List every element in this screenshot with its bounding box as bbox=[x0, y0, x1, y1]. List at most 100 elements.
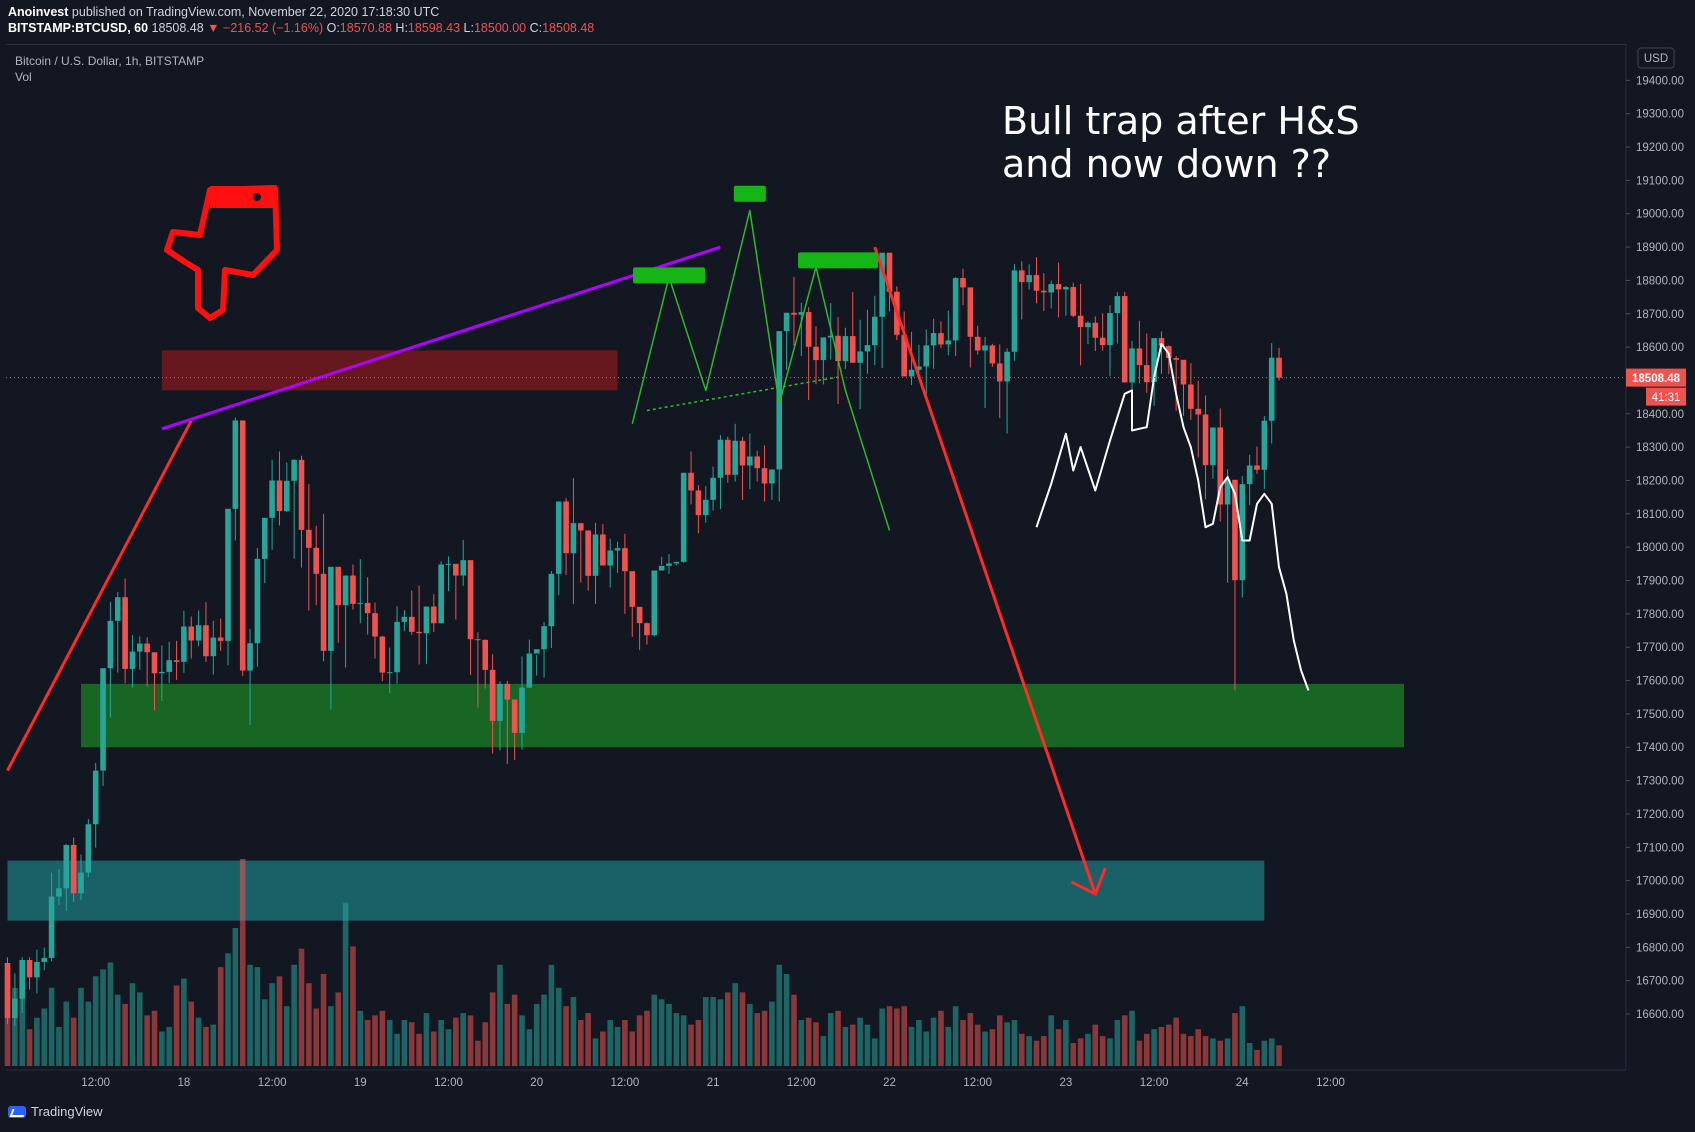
volume-bar bbox=[306, 983, 312, 1066]
volume-bar bbox=[350, 946, 356, 1066]
volume-bar bbox=[364, 1020, 371, 1066]
candle-body bbox=[394, 621, 400, 673]
candle-body bbox=[563, 501, 569, 554]
candle-body bbox=[622, 548, 628, 572]
candle-body bbox=[702, 499, 709, 516]
price-axis: 16600.00 16700.00 16800.00 16900.00 17000.00… bbox=[1625, 44, 1686, 1070]
candle-body bbox=[489, 669, 496, 721]
volume-bar bbox=[967, 1013, 974, 1066]
candle-body bbox=[386, 672, 393, 674]
volume-bar bbox=[607, 1020, 613, 1066]
volume-bar bbox=[901, 1006, 907, 1066]
time-tick-label: 22 bbox=[883, 1077, 896, 1089]
candle-body bbox=[335, 566, 342, 606]
candle-body bbox=[276, 480, 283, 512]
volume-bar bbox=[482, 1022, 489, 1066]
volume-bar bbox=[445, 1029, 452, 1066]
volume-bar bbox=[1261, 1040, 1268, 1066]
price-tick-label: 18800.00 bbox=[1636, 275, 1684, 287]
volume-bar bbox=[276, 976, 283, 1066]
volume-bar bbox=[357, 1010, 364, 1066]
candle-body bbox=[578, 523, 584, 531]
price-tick-label: 17800.00 bbox=[1636, 609, 1684, 621]
candle-body bbox=[1224, 479, 1231, 505]
volume-bar bbox=[732, 983, 738, 1066]
volume-bar bbox=[555, 987, 562, 1066]
volume-bar bbox=[1092, 1024, 1099, 1066]
price-tick-label: 17600.00 bbox=[1636, 676, 1684, 688]
price-tick-label: 19400.00 bbox=[1636, 75, 1684, 87]
candle-body bbox=[695, 490, 702, 516]
volume-bar bbox=[688, 1024, 694, 1066]
volume-bar bbox=[70, 1017, 77, 1066]
volume-bar bbox=[996, 1015, 1003, 1066]
hand-cuff-hole bbox=[253, 193, 261, 201]
volume-bar bbox=[548, 964, 555, 1066]
tradingview-logo-icon bbox=[8, 1105, 26, 1118]
volume-bar bbox=[702, 997, 709, 1066]
candle-body bbox=[401, 616, 408, 622]
volume-bar bbox=[107, 962, 114, 1066]
rising-purple-line bbox=[161, 245, 721, 431]
time-tick-label: 18 bbox=[178, 1077, 191, 1089]
volume-bar bbox=[651, 994, 658, 1066]
candle-body bbox=[555, 501, 562, 574]
candle-body bbox=[70, 844, 77, 894]
low-label: L: bbox=[463, 21, 474, 35]
candle-body bbox=[460, 560, 466, 576]
candle-body bbox=[769, 469, 775, 484]
annotation-line-2: and now down ?? bbox=[1002, 142, 1332, 186]
price-tick-label: 18600.00 bbox=[1636, 342, 1684, 354]
candle-body bbox=[416, 631, 422, 634]
price-tick-label: 18900.00 bbox=[1636, 242, 1684, 254]
volume-bar bbox=[261, 999, 268, 1066]
candle-body bbox=[364, 602, 371, 614]
candle-body bbox=[1121, 296, 1128, 383]
volume-bar bbox=[533, 1003, 540, 1066]
volume-bar bbox=[239, 859, 246, 1066]
candle-body bbox=[783, 312, 790, 332]
candle-body bbox=[357, 602, 364, 604]
candle-body bbox=[1063, 287, 1069, 290]
candle-body bbox=[1246, 465, 1253, 485]
candle-body bbox=[291, 459, 297, 481]
candle-body bbox=[1004, 351, 1010, 382]
volume-bar bbox=[842, 1026, 849, 1066]
candle-body bbox=[938, 333, 944, 345]
candle-body bbox=[350, 575, 356, 604]
volume-bar bbox=[1188, 1036, 1194, 1066]
candle-body bbox=[129, 651, 136, 669]
volume-bar bbox=[166, 1026, 172, 1066]
candle-body bbox=[996, 363, 1003, 382]
price-tick-label: 19100.00 bbox=[1636, 175, 1684, 187]
candle-body bbox=[967, 287, 974, 337]
candle-body bbox=[974, 336, 981, 351]
candle-body bbox=[636, 606, 643, 624]
volume-bar bbox=[783, 974, 790, 1066]
volume-bar bbox=[1129, 1010, 1135, 1066]
candle-body bbox=[886, 252, 893, 292]
volume-bar bbox=[298, 948, 305, 1066]
publisher-name[interactable]: Anoinvest bbox=[8, 5, 69, 19]
volume-bar bbox=[761, 1010, 768, 1066]
candle-body bbox=[842, 336, 849, 362]
price-tick-label: 18300.00 bbox=[1636, 442, 1684, 454]
candle-body bbox=[952, 278, 959, 341]
tradingview-branding[interactable]: TradingView bbox=[8, 1104, 103, 1119]
volume-bar bbox=[636, 1015, 643, 1066]
candle-body bbox=[122, 597, 128, 669]
volume-bar bbox=[820, 1036, 827, 1066]
price-tick-label: 17100.00 bbox=[1636, 842, 1684, 854]
candle-body bbox=[541, 626, 547, 650]
candle-body bbox=[137, 643, 143, 652]
candle-body bbox=[644, 623, 650, 636]
volume-bar bbox=[1033, 1040, 1040, 1066]
volume-bar bbox=[335, 992, 342, 1066]
candle-body bbox=[431, 606, 437, 624]
volume-bar bbox=[423, 1013, 430, 1066]
volume-bar bbox=[1246, 1043, 1253, 1066]
candle-body bbox=[798, 312, 805, 315]
neckline-line bbox=[646, 376, 839, 412]
price-tick-label: 16600.00 bbox=[1636, 1009, 1684, 1021]
